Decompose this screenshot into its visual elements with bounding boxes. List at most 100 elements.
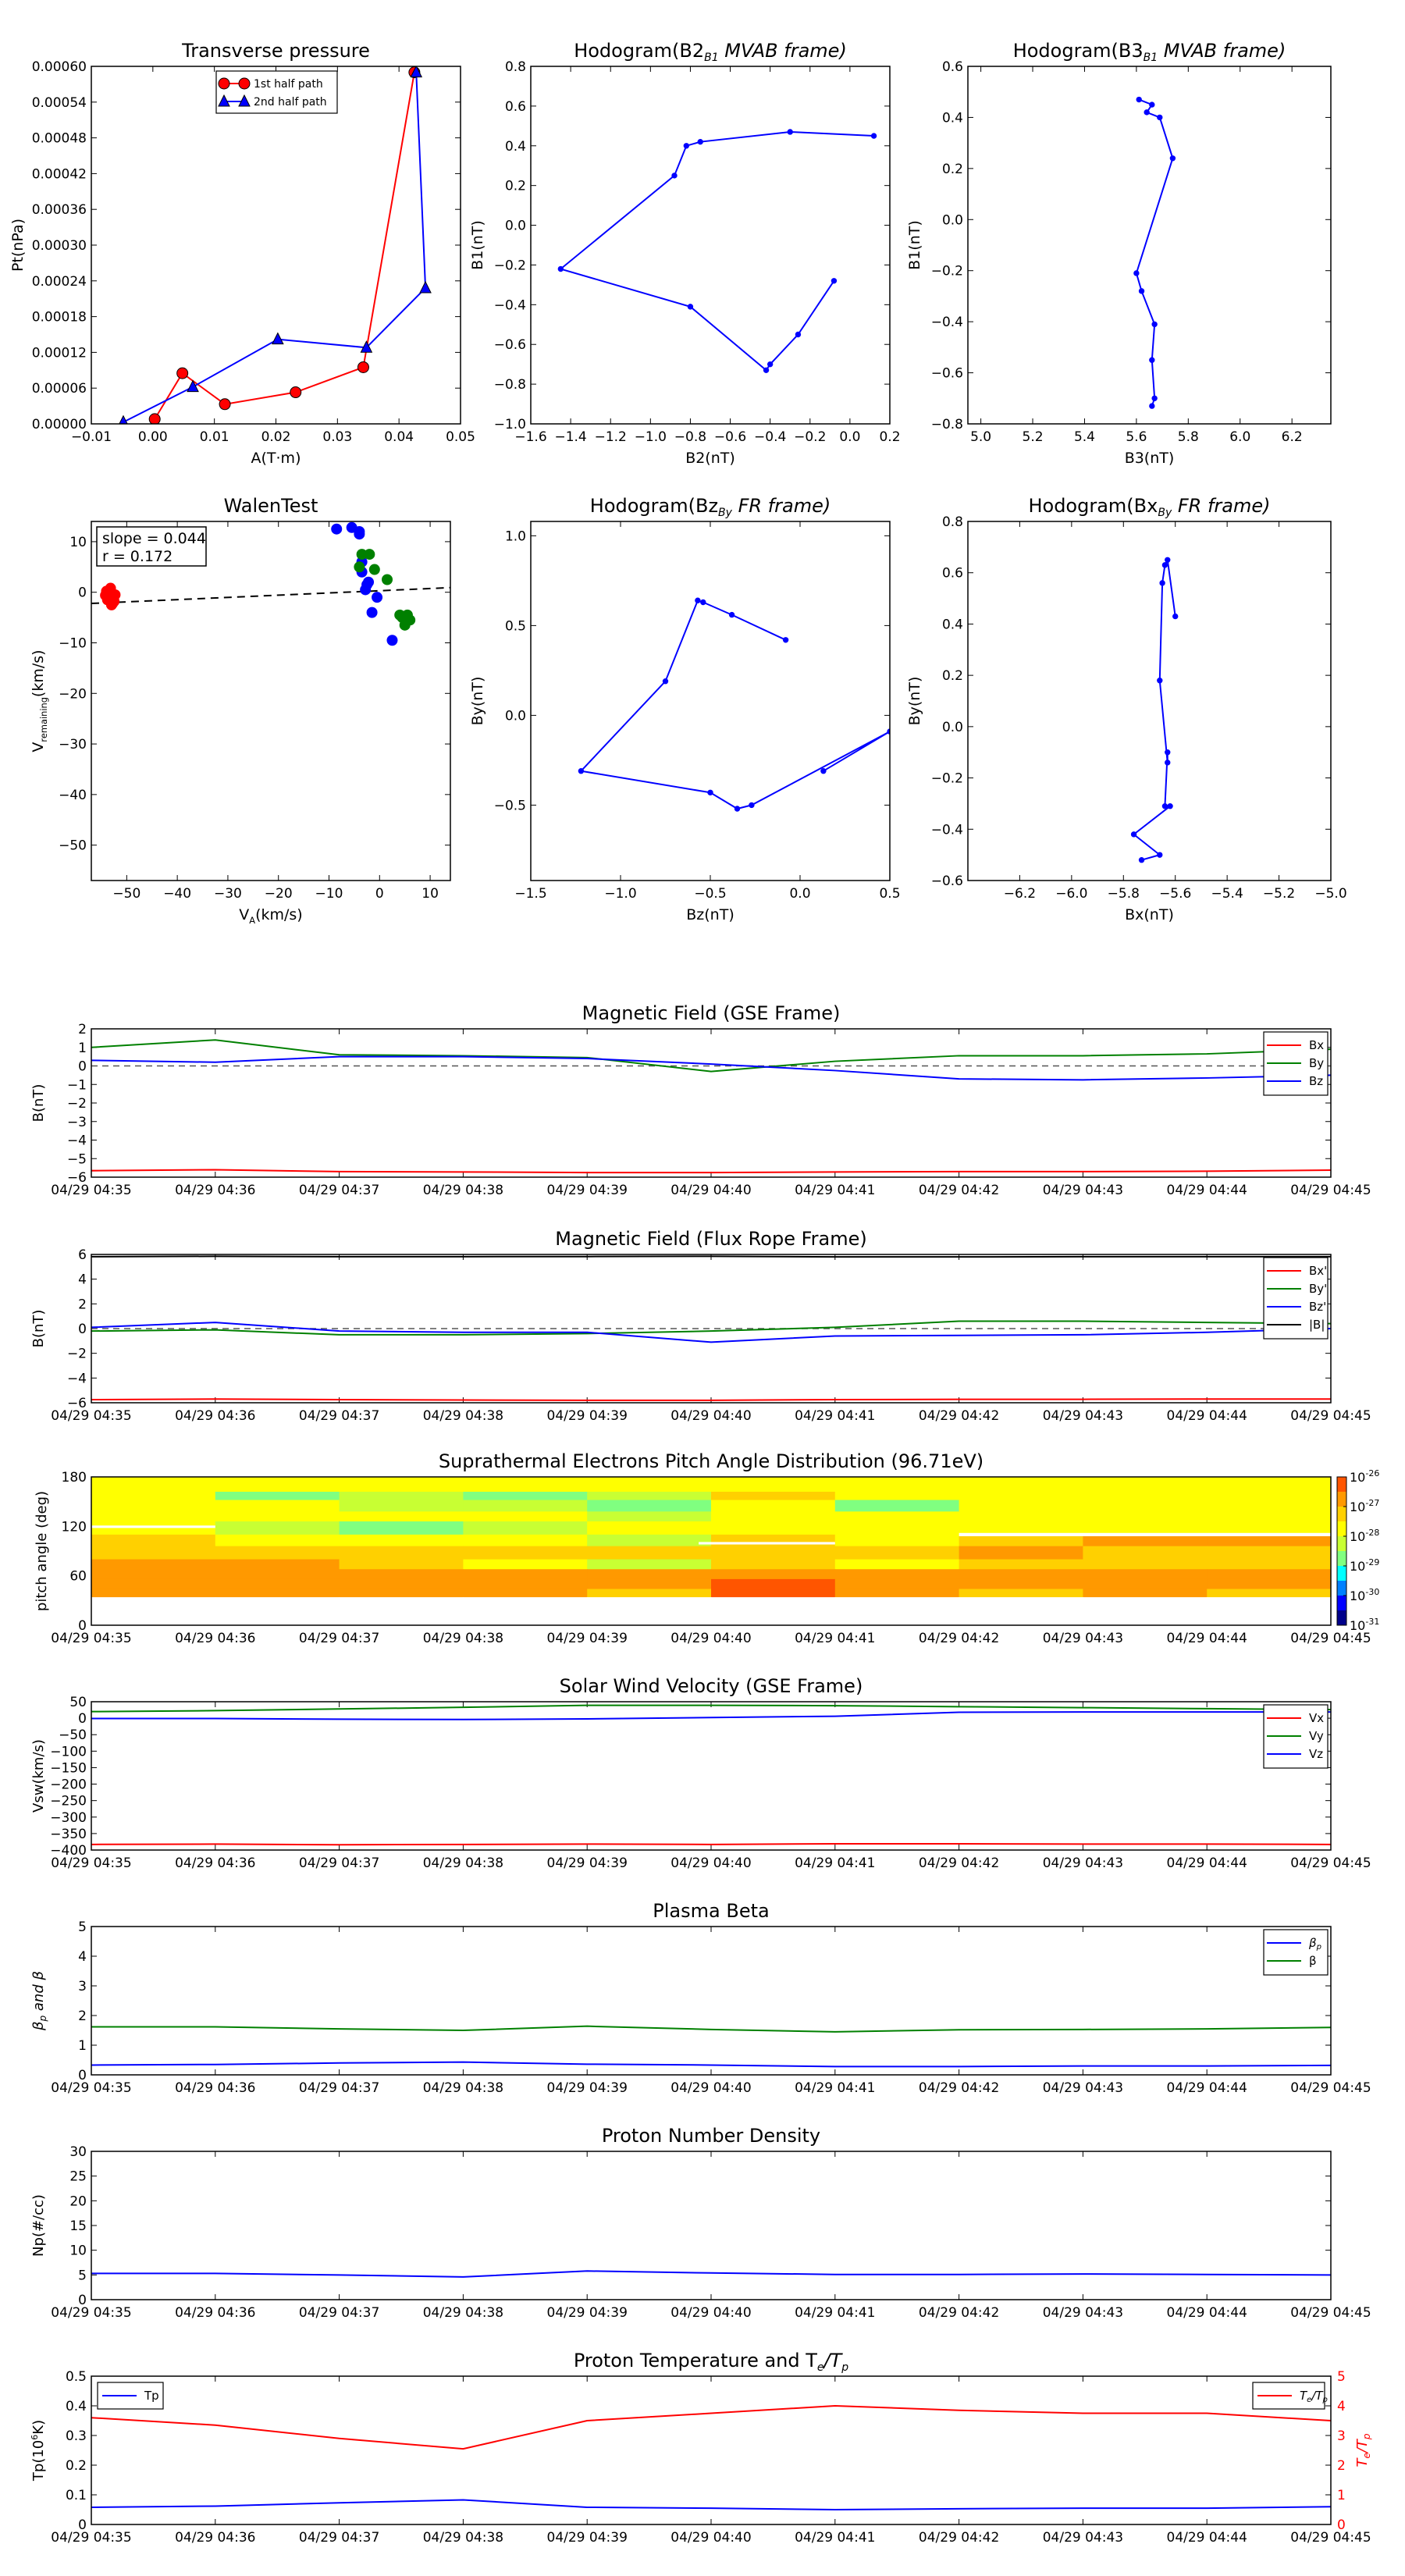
series-line-Vy [91, 1704, 1331, 1713]
x-tick-label: 04/29 04:38 [423, 1183, 503, 1198]
x-tick-label: 04/29 04:45 [1290, 1856, 1371, 1871]
legend: Vx Vy Vz [1263, 1704, 1329, 1769]
data-point [410, 66, 423, 78]
plot-content [578, 597, 890, 812]
y-tick-label: 4 [78, 1949, 87, 1965]
y-tick-label: 3 [78, 1979, 87, 1994]
x-tick-label: 04/29 04:41 [795, 2080, 875, 2096]
heatmap-cell [1207, 1511, 1332, 1522]
data-point [119, 415, 128, 424]
chart-mag_fr: Magnetic Field (Flux Rope Frame) 04/29 04… [30, 1228, 1371, 1424]
heatmap-cell [959, 1477, 1083, 1493]
heatmap-cell [215, 1589, 340, 1598]
legend: Bx' By' Bz' |B| [1263, 1257, 1329, 1340]
chart-hbzby: Hodogram(BzBy FR frame) −1.5 −1.0 −0.5 0.0 0.… [469, 495, 901, 923]
plot-border [967, 521, 1332, 881]
heatmap-cell [587, 1589, 712, 1598]
x-tick-label: 04/29 04:40 [670, 1408, 751, 1424]
y-tick-label: −2 [67, 1347, 87, 1362]
y-axis-label: B(nT) [30, 1310, 47, 1348]
x-tick-label: 0.2 [879, 429, 900, 445]
chart-hbxby: Hodogram(BxBy FR frame) −6.2 −6.0 −5.8 −5.6 −… [906, 495, 1347, 923]
x-tick-label: 04/29 04:35 [51, 1856, 131, 1871]
x-axis-label: Bx(nT) [1125, 906, 1174, 923]
series-line-|B| [91, 1255, 1331, 1258]
chart-hb3b1: Hodogram(B3B1 MVAB frame) 5.0 5.2 5.4 5.6 5.8… [906, 40, 1332, 467]
y-tick-label: 2 [78, 1297, 87, 1312]
x-tick-label: 04/29 04:39 [547, 1408, 628, 1424]
plot-border [530, 521, 891, 881]
legend-label: Bx [1309, 1038, 1324, 1052]
y-tick-label: 0.00006 [32, 381, 87, 397]
y-tick-label: −0.4 [494, 297, 526, 313]
heatmap-cell [339, 1534, 464, 1547]
x-tick-label: 04/29 04:40 [670, 1183, 751, 1198]
x-axis-label: B3(nT) [1125, 450, 1175, 467]
legend-label: Bx' [1309, 1264, 1327, 1278]
series-line-Bx [91, 1169, 1331, 1174]
plot-border [91, 66, 461, 425]
heatmap-cell [834, 1534, 960, 1547]
colorbar-label: 10-31 [1350, 1617, 1379, 1633]
heatmap-cell [91, 1511, 216, 1522]
y-axis-label: B1(nT) [906, 220, 923, 270]
heatmap-cell [215, 1546, 340, 1560]
colorbar-label: 10-29 [1350, 1557, 1379, 1574]
x-tick-label: 04/29 04:38 [423, 1408, 503, 1424]
heatmap-gap [699, 1542, 835, 1545]
x-tick-label: −1.6 [514, 429, 546, 445]
x-tick-label: 5.6 [1126, 429, 1147, 445]
data-point [782, 637, 789, 643]
heatmap-cell [959, 1500, 1083, 1512]
data-point [831, 278, 838, 284]
heatmap-cell [834, 1511, 960, 1522]
x-tick-label: 04/29 04:43 [1043, 1408, 1123, 1424]
heatmap-cell [215, 1500, 340, 1512]
data-point [331, 523, 343, 535]
heatmap-cell [711, 1569, 836, 1580]
chart-title: Hodogram(B3B1 MVAB frame) [1013, 40, 1286, 64]
heatmap-cell [711, 1559, 836, 1570]
chart-np: Proton Number Density 04/29 04:35 04/29 04… [30, 2125, 1371, 2321]
data-point [382, 574, 393, 585]
heatmap-cell [587, 1511, 712, 1522]
x-tick-label: 04/29 04:36 [175, 2305, 255, 2321]
x-axis-label: Bz(nT) [686, 906, 734, 923]
x-tick-label: −6.0 [1055, 886, 1087, 902]
y-tick-label: 0.5 [505, 618, 526, 634]
heatmap-cell [1083, 1597, 1208, 1626]
data-point [176, 367, 189, 379]
chart-title: WalenTest [224, 495, 318, 517]
heatmap-cell [834, 1477, 960, 1493]
heatmap-cell [587, 1559, 712, 1570]
x-tick-label: −0.6 [714, 429, 746, 445]
colorbar-segment [1337, 1566, 1346, 1582]
x-tick-label: 04/29 04:42 [919, 1631, 999, 1646]
x-tick-label: 04/29 04:41 [795, 2530, 875, 2546]
series-line-By [91, 1039, 1331, 1073]
heatmap-cell [463, 1578, 588, 1590]
heatmap-cell [834, 1597, 960, 1626]
data-point [1149, 101, 1155, 108]
plot-border [967, 66, 1332, 425]
heatmap-cell [463, 1500, 588, 1512]
plot-border [91, 1476, 1332, 1626]
chart-beta: Plasma Beta 04/29 04:35 04/29 04:36 04/29 0… [30, 1900, 1371, 2096]
y-tick-label: −30 [59, 737, 87, 753]
x-tick-label: 04/29 04:40 [670, 2080, 751, 2096]
x-tick-label: 04/29 04:44 [1167, 2080, 1247, 2096]
data-point [404, 614, 416, 626]
colorbar-segment [1337, 1477, 1346, 1493]
x-tick-label: 04/29 04:39 [547, 1183, 628, 1198]
chart-title: Hodogram(BzBy FR frame) [590, 495, 831, 519]
data-point [219, 398, 231, 411]
x-tick-label: 04/29 04:36 [175, 2080, 255, 2096]
heatmap-cell [1083, 1511, 1208, 1522]
series-line-β [91, 2025, 1331, 2033]
x-tick-label: −1.4 [554, 429, 586, 445]
heatmap-cell [1083, 1492, 1208, 1501]
series-line-By' [91, 1320, 1331, 1336]
plot-border [530, 66, 891, 425]
x-tick-label: 04/29 04:43 [1043, 1183, 1123, 1198]
